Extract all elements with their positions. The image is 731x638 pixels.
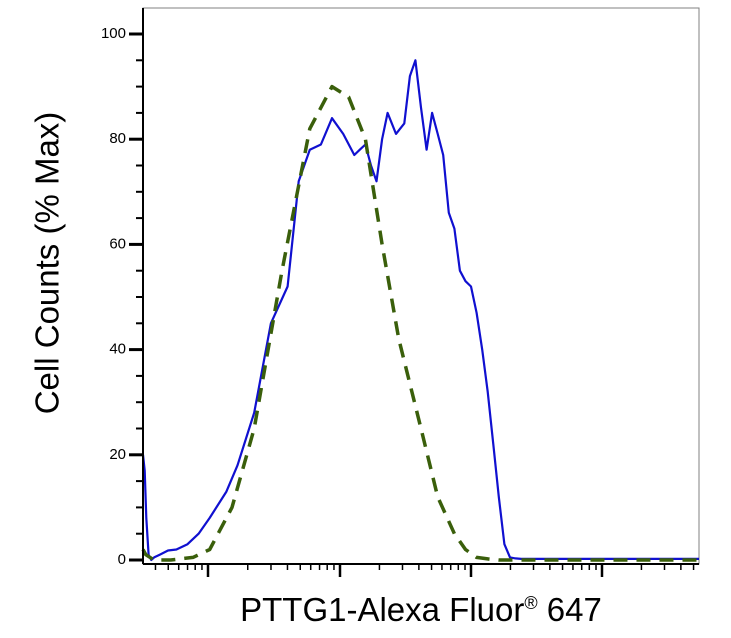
x-axis-title-superscript: ® — [524, 593, 537, 613]
series-line-dashed — [141, 84, 699, 562]
y-tick-label: 100 — [101, 25, 126, 42]
y-tick-label: 60 — [109, 235, 126, 252]
y-tick-label: 80 — [109, 130, 126, 147]
x-axis-title: PTTG1-Alexa Fluor® 647 — [240, 591, 602, 628]
series-layer — [141, 59, 699, 562]
x-axis-title-main: PTTG1-Alexa Fluor — [240, 591, 524, 628]
y-axis: 0 20 40 60 80 100 — [101, 8, 144, 568]
y-tick-label: 0 — [118, 551, 126, 568]
y-tick-label: 20 — [109, 446, 126, 463]
y-axis-title: Cell Counts (% Max) — [29, 112, 66, 415]
y-tick-label: 40 — [109, 341, 126, 358]
x-axis — [143, 563, 699, 577]
plot-frame — [142, 7, 700, 565]
x-axis-title-suffix: 647 — [538, 591, 602, 628]
